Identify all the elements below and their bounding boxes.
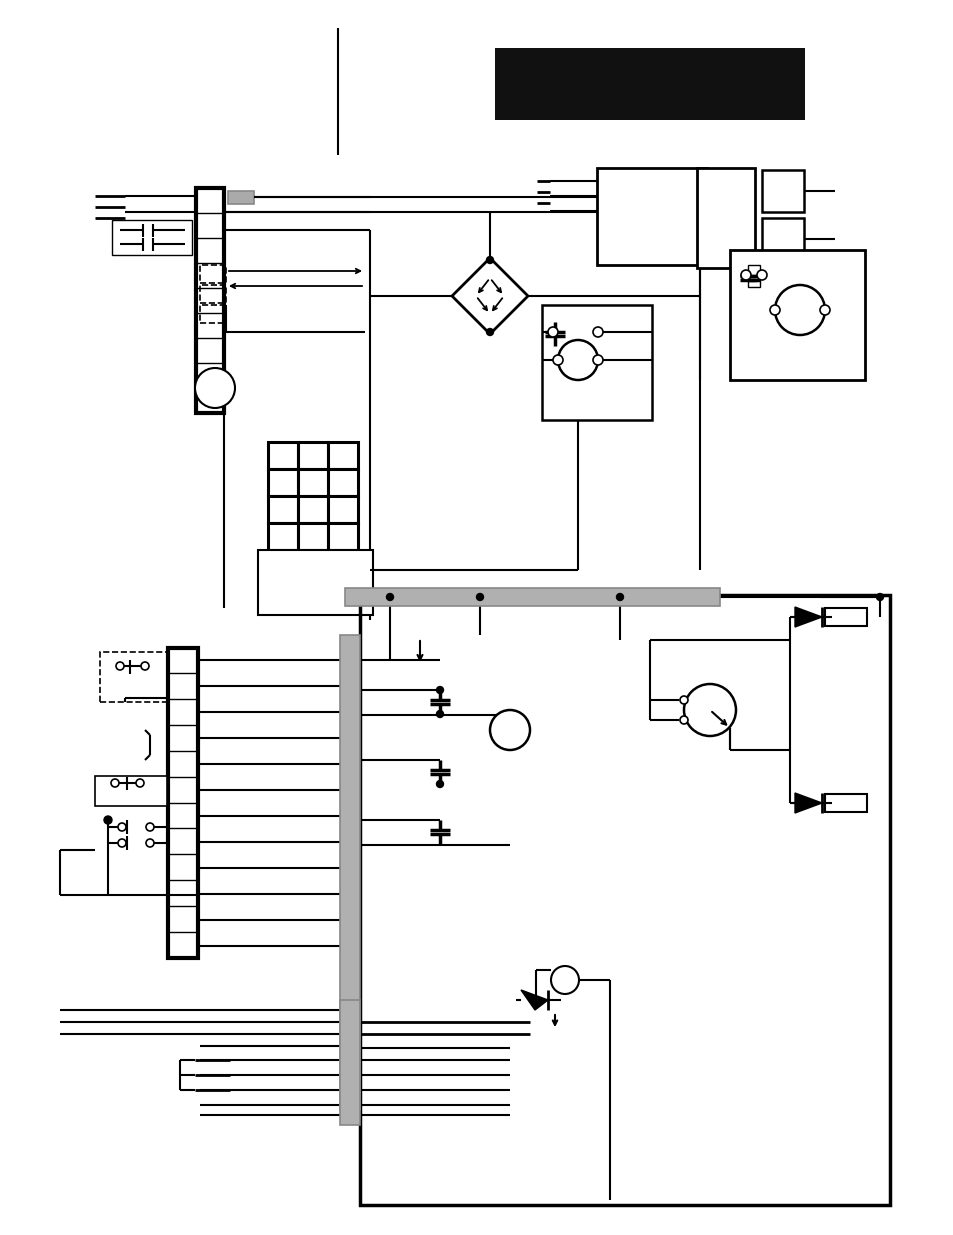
Circle shape [558,340,598,380]
Bar [297,496,328,522]
Bar [339,635,359,1110]
Bar [297,442,328,469]
Circle shape [551,966,578,994]
Bar [257,550,373,615]
Bar [761,170,803,212]
Bar [297,469,328,496]
Circle shape [820,305,829,315]
Circle shape [593,327,602,337]
Circle shape [486,329,493,336]
Bar [268,522,297,550]
Bar [359,595,889,1205]
Circle shape [146,823,153,831]
Circle shape [679,716,687,724]
Circle shape [740,270,750,280]
Circle shape [118,823,126,831]
Polygon shape [794,793,821,813]
Bar [200,305,226,324]
Circle shape [194,368,234,408]
Bar [100,652,168,701]
Bar [328,442,357,469]
Bar [168,648,198,958]
Bar [495,48,804,120]
Bar [729,249,864,380]
Circle shape [141,662,149,671]
Bar [345,588,720,606]
Circle shape [757,270,766,280]
Circle shape [118,839,126,847]
Bar [328,522,357,550]
Bar [747,266,760,287]
Circle shape [679,697,687,704]
Circle shape [486,257,493,263]
Bar [268,442,297,469]
Bar [697,168,754,268]
Bar [297,522,328,550]
Bar [761,219,803,261]
Circle shape [116,662,124,671]
Bar [268,469,297,496]
Bar [112,220,192,254]
Circle shape [553,354,562,366]
Circle shape [386,594,393,600]
Bar [95,776,167,806]
Circle shape [547,327,558,337]
Bar [228,191,253,204]
Circle shape [476,594,483,600]
Circle shape [490,710,530,750]
Circle shape [876,594,882,600]
Circle shape [593,354,602,366]
Circle shape [436,687,443,694]
Bar [328,496,357,522]
Circle shape [436,781,443,788]
Polygon shape [794,606,821,627]
Circle shape [774,285,824,335]
Bar [824,608,866,626]
Circle shape [111,779,119,787]
Bar [195,188,224,412]
Circle shape [683,684,735,736]
Bar [328,469,357,496]
Bar [541,305,651,420]
Circle shape [769,305,780,315]
Bar [200,285,226,303]
Bar [339,1000,359,1125]
Circle shape [104,816,112,824]
Bar [597,168,706,266]
Bar [824,794,866,811]
Polygon shape [520,990,547,1010]
Circle shape [136,779,144,787]
Circle shape [146,839,153,847]
Circle shape [616,594,623,600]
Bar [268,496,297,522]
Bar [200,266,226,283]
Circle shape [436,710,443,718]
